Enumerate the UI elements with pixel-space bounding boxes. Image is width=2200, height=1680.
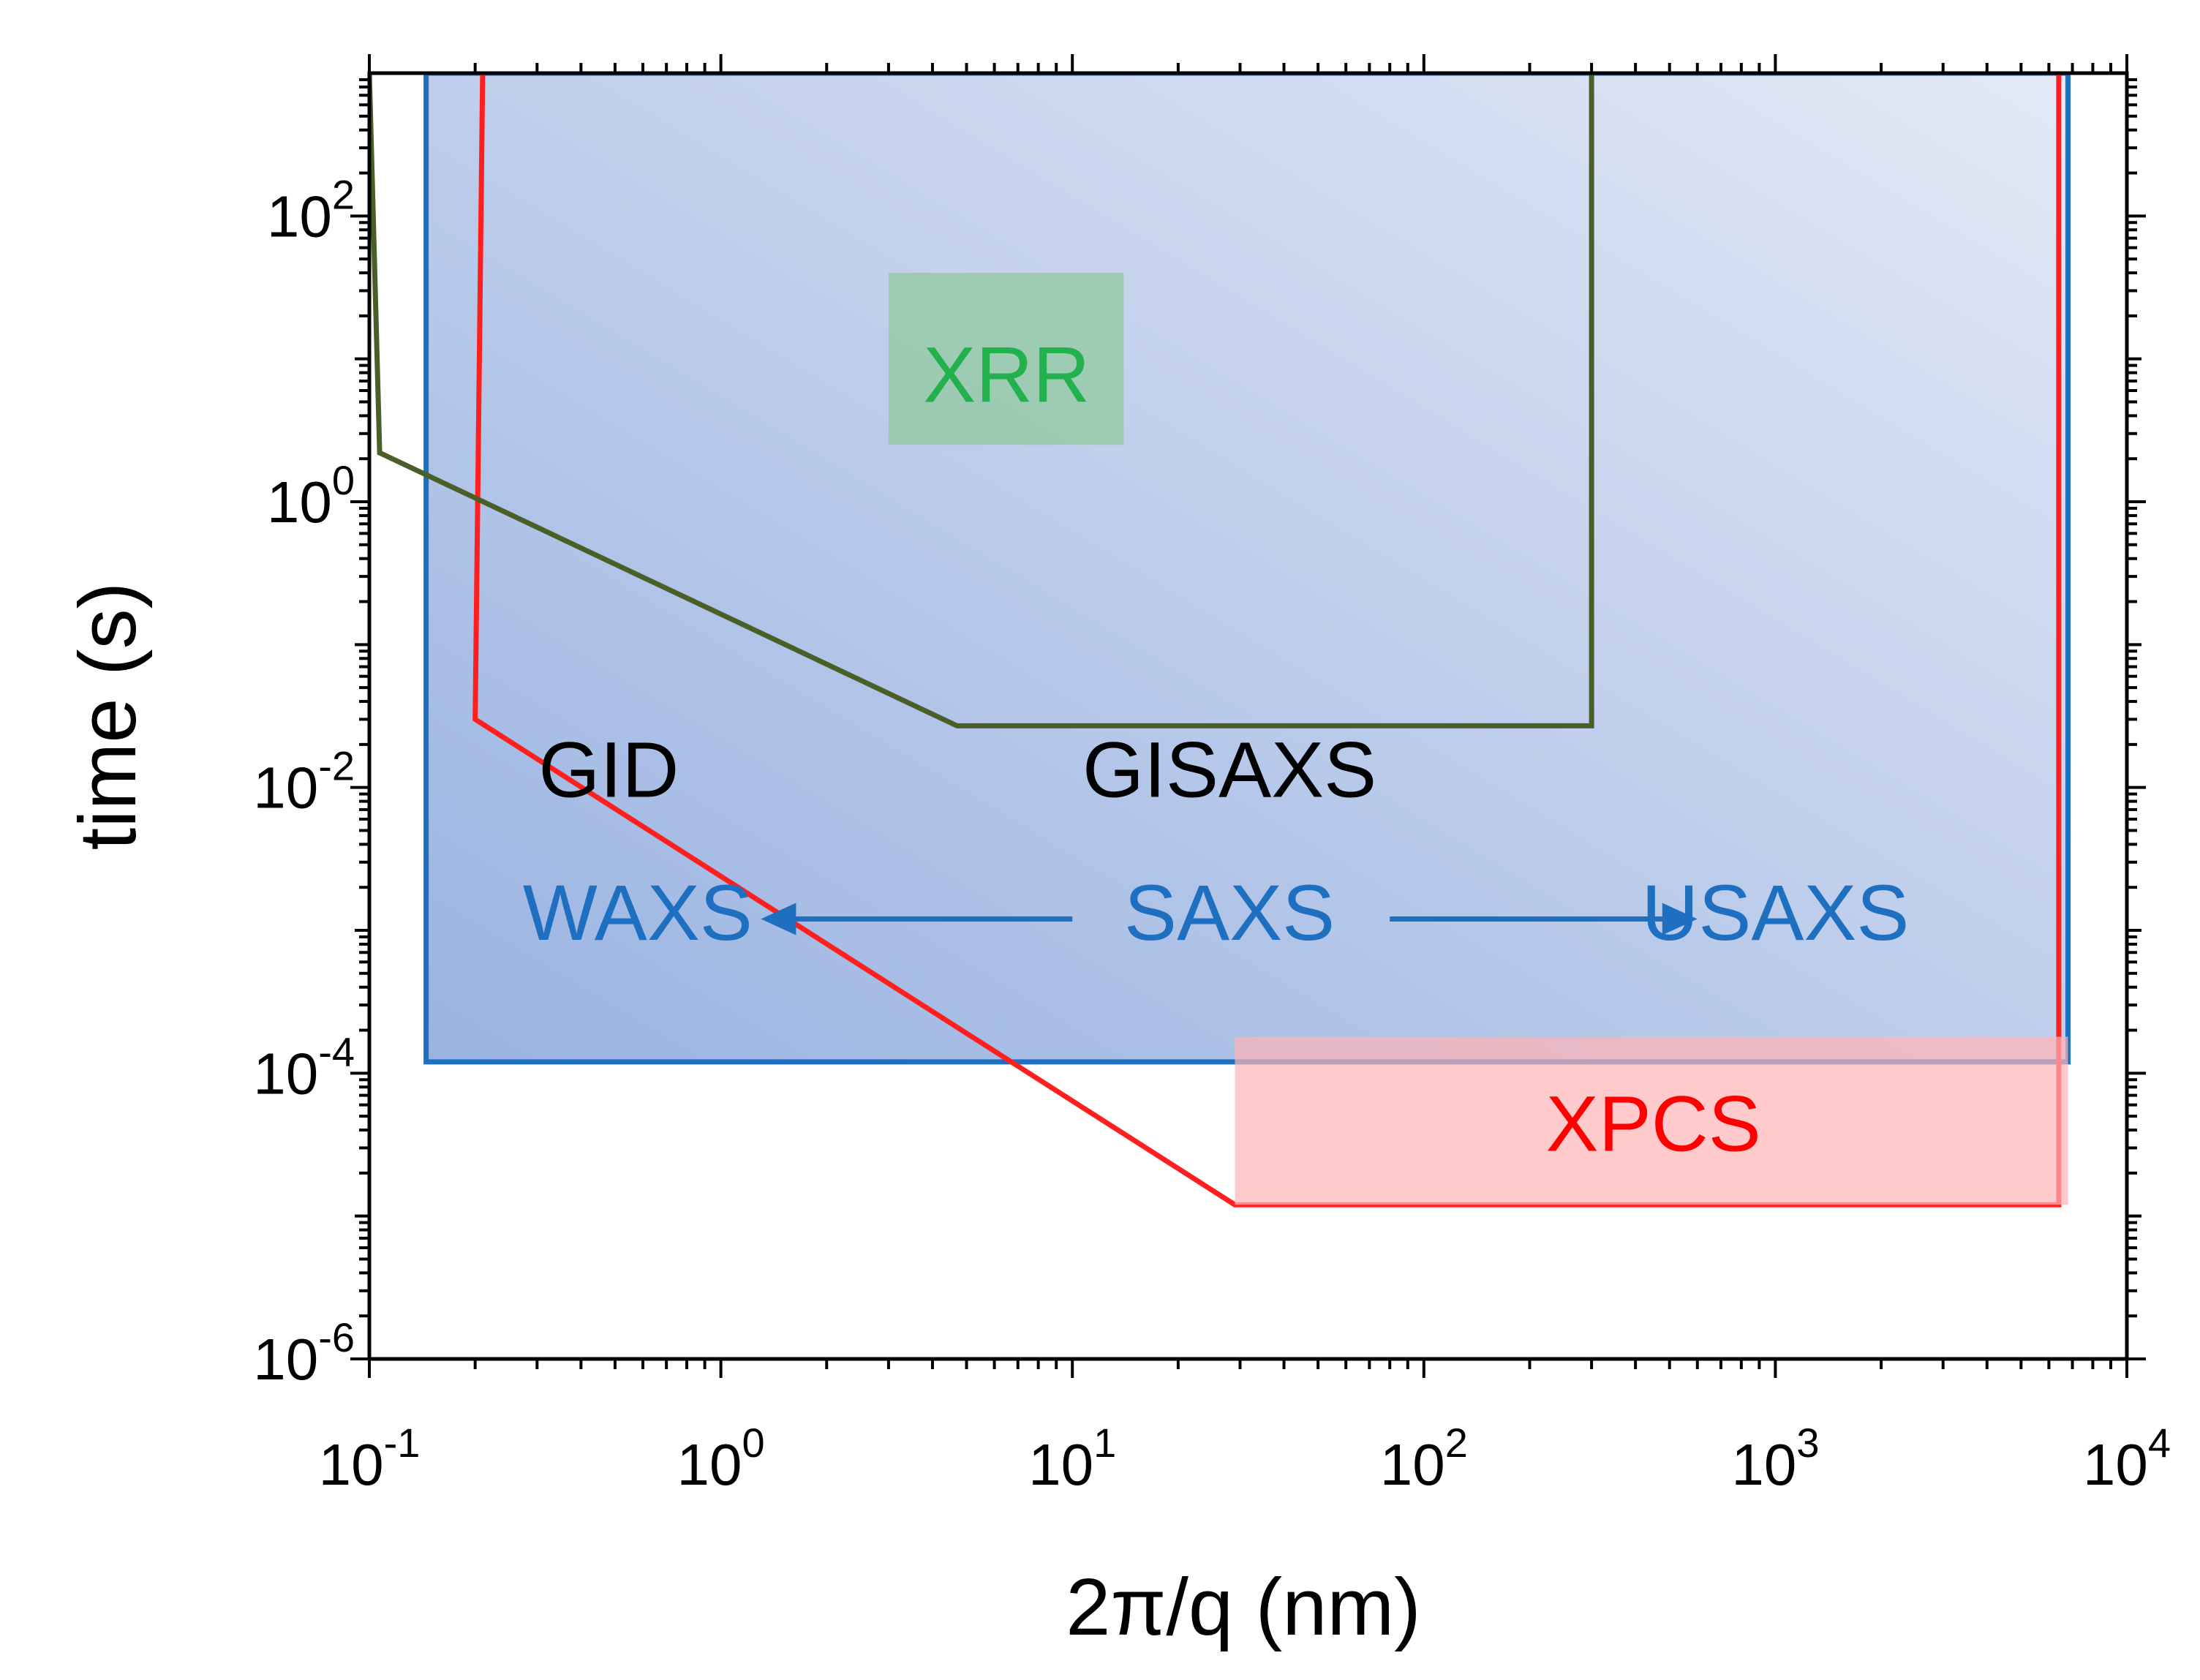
chart-regions xyxy=(369,73,2071,1208)
label-gid: GID xyxy=(538,726,679,814)
x-tick-label: 10-1 xyxy=(319,1420,421,1497)
arrow-to-usaxs xyxy=(1390,903,1698,935)
xpcs-label-box xyxy=(1235,1036,2068,1205)
x-tick-label: 103 xyxy=(1731,1420,1819,1497)
y-tick-label: 10-2 xyxy=(253,743,355,821)
y-tick-label: 100 xyxy=(267,457,355,535)
y-tick-label: 102 xyxy=(267,171,355,249)
chart-arrows xyxy=(761,903,1698,935)
x-tick-label: 101 xyxy=(1028,1420,1116,1497)
x-axis-label: 2π/q (nm) xyxy=(1066,1562,1420,1652)
label-saxs: SAXS xyxy=(1124,868,1335,957)
chart-annotations: XRR GID GISAXS WAXS SAXS USAXS XPCS xyxy=(523,330,1910,1167)
xrr-label-box xyxy=(888,273,1124,445)
x-tick-label: 102 xyxy=(1380,1420,1468,1497)
label-xrr: XRR xyxy=(923,330,1090,418)
label-xpcs: XPCS xyxy=(1546,1080,1761,1168)
label-waxs: WAXS xyxy=(523,868,753,957)
x-tick-label: 100 xyxy=(677,1420,765,1497)
y-tick-label: 10-6 xyxy=(253,1314,355,1392)
chart-label-boxes xyxy=(888,273,2068,1205)
y-axis-label: time (s) xyxy=(63,582,153,851)
label-usaxs: USAXS xyxy=(1641,868,1909,957)
arrow-to-waxs xyxy=(761,903,1073,935)
region-xpcs-region xyxy=(472,73,2062,1208)
y-tick-label: 10-4 xyxy=(253,1028,355,1106)
region-gisaxs-region xyxy=(369,73,1594,728)
axis-tick-labels: 10-1 100 101 102 103 104 10-6 10-4 10-2 100 102 xyxy=(253,171,2171,1497)
axis-ticks xyxy=(350,54,2146,1378)
label-gisaxs: GISAXS xyxy=(1082,726,1376,814)
x-tick-label: 104 xyxy=(2083,1420,2171,1497)
plot-frame xyxy=(367,71,2129,1361)
